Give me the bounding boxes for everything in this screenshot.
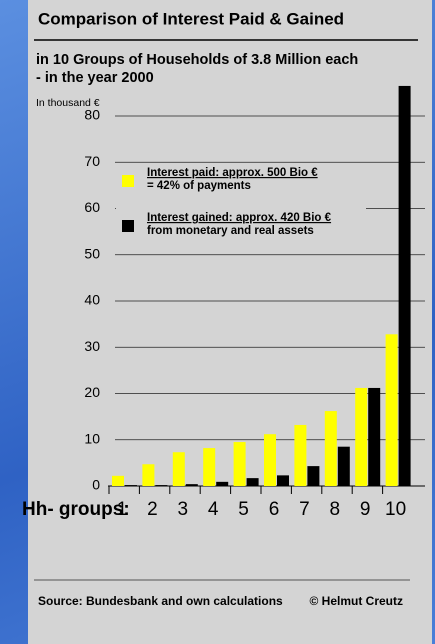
bar (368, 387, 381, 486)
subtitle: - in the year 2000 (36, 70, 154, 86)
bar (142, 464, 155, 486)
legend-swatch (122, 175, 134, 187)
x-tick-label: 9 (360, 499, 371, 520)
bar (112, 475, 124, 486)
x-tick-label: 3 (178, 499, 189, 520)
bar (246, 478, 259, 486)
bar (307, 466, 320, 486)
y-tick-label: 10 (84, 430, 100, 446)
plot: 0 10 20 30 40 50 60 70 80 1 2 3 4 5 6 7 8 9 10 (84, 85, 425, 520)
y-tick-label: 30 (84, 338, 100, 354)
credit: © Helmut Creutz (309, 594, 403, 608)
bar (324, 411, 337, 486)
bar (233, 442, 246, 486)
x-tick-label: 7 (299, 499, 310, 520)
y-axis-label: In thousand € (36, 97, 100, 109)
x-tick-label: 2 (147, 499, 158, 520)
x-tick-label: 6 (269, 499, 280, 520)
bar (172, 452, 185, 486)
bar (337, 446, 350, 486)
x-tick-label: 4 (208, 499, 219, 520)
bar (185, 484, 198, 486)
x-tick-label: 5 (238, 499, 249, 520)
legend-background (116, 166, 366, 244)
legend-note: = 42% of payments (147, 180, 251, 192)
legend-note: from monetary and real assets (147, 225, 314, 237)
y-tick-label: 70 (84, 153, 100, 169)
x-tick-label: 8 (330, 499, 341, 520)
bar (155, 485, 168, 486)
subtitle: in 10 Groups of Households of 3.8 Millio… (36, 52, 358, 68)
x-tick-label: 10 (385, 499, 406, 520)
chart-title: Comparison of Interest Paid & Gained (38, 9, 344, 28)
legend-label: Interest gained: approx. 420 Bio € (147, 212, 332, 224)
y-tick-label: 20 (84, 384, 100, 400)
y-tick-label: 40 (84, 292, 100, 308)
legend: Interest paid: approx. 500 Bio €= 42% of… (116, 166, 366, 244)
legend-swatch (122, 220, 134, 232)
x-tick-label: 1 (117, 499, 128, 520)
x-axis-label: Hh- groups: (22, 499, 130, 520)
y-tick-label: 80 (84, 107, 100, 123)
y-tick-label: 60 (84, 199, 100, 215)
bar (203, 448, 216, 486)
bar (125, 485, 137, 486)
bar (264, 434, 276, 486)
y-tick-label: 0 (92, 477, 100, 493)
y-tick-label: 50 (84, 245, 100, 261)
panel (28, 0, 432, 644)
bar (355, 387, 368, 486)
bar (398, 85, 411, 486)
bar (294, 424, 307, 486)
bar (216, 481, 229, 486)
bar (385, 334, 398, 486)
bar (277, 475, 289, 486)
source: Source: Bundesbank and own calculations (38, 594, 283, 608)
legend-label: Interest paid: approx. 500 Bio € (147, 167, 318, 179)
